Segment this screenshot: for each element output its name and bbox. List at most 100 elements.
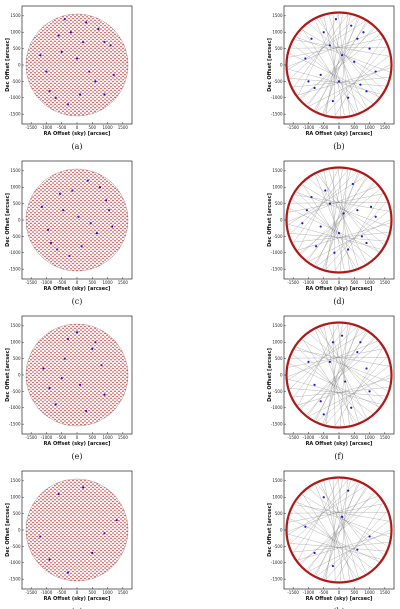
scan-line — [296, 346, 366, 420]
x-tick-label: 1500 — [118, 435, 129, 440]
point — [66, 337, 69, 341]
scan-line — [297, 222, 390, 251]
point — [95, 232, 98, 235]
x-tick-label: -1000 — [303, 280, 315, 285]
point — [304, 57, 307, 60]
point — [365, 241, 368, 245]
point — [100, 364, 103, 367]
point — [319, 225, 322, 228]
x-tick-label: 0 — [338, 590, 341, 595]
point — [85, 409, 88, 413]
y-tick-label: -1500 — [271, 422, 283, 427]
point — [368, 47, 371, 50]
y-tick-label: 500 — [13, 511, 21, 516]
y-tick-label: -1000 — [9, 560, 21, 565]
point — [48, 90, 51, 93]
point — [314, 245, 318, 248]
x-tick-label: 0 — [76, 435, 79, 440]
y-tick-label: 0 — [280, 217, 283, 222]
y-axis-label: Dec Offset [arcsec] — [267, 38, 273, 92]
y-tick-label: -1500 — [271, 267, 283, 272]
point — [104, 199, 108, 202]
x-tick-label: 1000 — [364, 435, 375, 440]
scan-line — [302, 29, 388, 82]
point — [362, 31, 365, 34]
x-tick-label: 500 — [88, 125, 96, 130]
x-tick-label: -1500 — [25, 435, 37, 440]
point — [112, 73, 115, 76]
x-tick-label: 500 — [350, 435, 358, 440]
scan-lines — [287, 323, 391, 426]
point — [56, 248, 59, 251]
point — [94, 80, 97, 83]
y-tick-label: 0 — [18, 62, 21, 67]
x-tick-label: -1500 — [25, 280, 37, 285]
point — [97, 27, 100, 31]
x-tick-label: 1500 — [380, 125, 391, 130]
x-tick-label: 1000 — [364, 280, 375, 285]
x-tick-label: 1500 — [118, 590, 129, 595]
point — [307, 360, 310, 363]
point — [328, 202, 331, 205]
y-tick-label: 0 — [280, 527, 283, 532]
x-tick-label: -500 — [319, 280, 329, 285]
caption: (e) — [72, 452, 83, 461]
y-tick-label: -500 — [11, 79, 21, 84]
scan-line — [296, 36, 366, 110]
plot-frame — [283, 315, 395, 435]
point — [322, 31, 325, 34]
x-tick-label: 0 — [338, 435, 341, 440]
y-tick-label: -1000 — [271, 250, 283, 255]
red-grid — [26, 14, 128, 116]
y-tick-label: -1500 — [9, 577, 21, 582]
caption: (h) — [333, 607, 344, 609]
y-tick-label: 0 — [18, 217, 21, 222]
point — [62, 209, 65, 212]
point — [77, 215, 80, 218]
point — [103, 40, 106, 44]
x-tick-label: 0 — [76, 590, 79, 595]
point — [337, 232, 341, 235]
scan-line — [324, 325, 351, 424]
point — [333, 251, 336, 254]
point — [103, 532, 106, 535]
y-tick-label: 1000 — [272, 185, 283, 190]
panel: -1500 -1000 -500 0 500 1000 1500 -1500 -1000 -500… — [5, 5, 133, 151]
y-axis-label: Dec Offset [arcsec] — [267, 503, 273, 557]
point — [322, 413, 325, 416]
point — [301, 222, 304, 225]
x-tick-label: 500 — [88, 435, 96, 440]
point — [347, 96, 350, 99]
panel: -1500 -1000 -500 0 500 1000 1500 -1500 -1000 -500… — [267, 315, 395, 461]
x-tick-label: -1500 — [25, 590, 37, 595]
point — [39, 535, 42, 538]
point — [57, 34, 60, 37]
scan-line — [292, 354, 373, 414]
point — [368, 390, 371, 393]
caption: (d) — [333, 297, 344, 306]
y-axis-label: Dec Offset [arcsec] — [5, 503, 11, 557]
y-axis-label: Dec Offset [arcsec] — [267, 348, 273, 402]
point — [307, 80, 310, 83]
point — [63, 18, 66, 21]
x-tick-label: -1000 — [303, 590, 315, 595]
point — [111, 225, 114, 228]
point — [45, 70, 48, 73]
y-tick-label: 1500 — [10, 323, 21, 328]
point — [82, 40, 85, 44]
point — [360, 235, 364, 238]
x-axis-label: RA Offset (sky) [arcsec] — [306, 131, 373, 137]
point — [66, 571, 69, 574]
scan-line — [292, 44, 373, 104]
point — [356, 209, 359, 212]
point — [48, 387, 51, 390]
panel: -1500 -1000 -500 0 500 1000 1500 -1500 -1000 -500… — [267, 160, 395, 306]
scan-line — [315, 329, 354, 424]
x-axis-label: RA Offset (sky) [arcsec] — [44, 131, 111, 137]
point — [328, 44, 331, 47]
point — [46, 228, 50, 231]
point — [60, 50, 63, 53]
x-tick-label: -500 — [319, 435, 329, 440]
x-axis-label: RA Offset (sky) [arcsec] — [44, 596, 111, 602]
y-tick-label: 1500 — [272, 323, 283, 328]
